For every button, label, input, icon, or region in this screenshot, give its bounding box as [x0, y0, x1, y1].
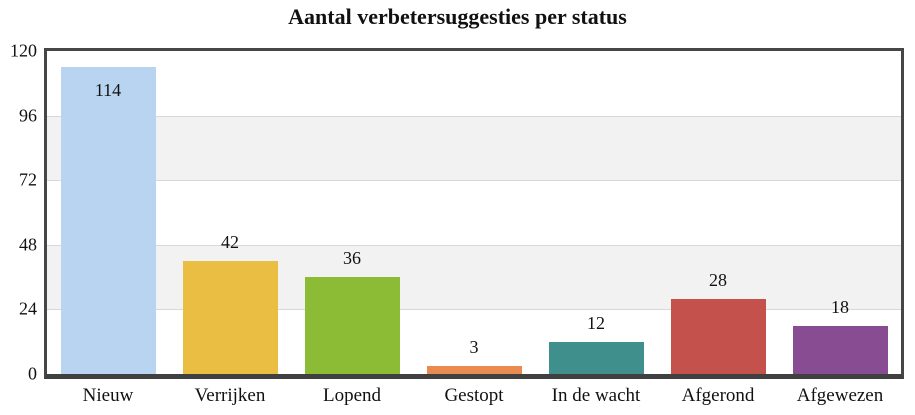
bar-lopend	[305, 277, 400, 374]
y-tick-label: 120	[10, 40, 37, 61]
x-tick-label-afgewezen: Afgewezen	[796, 385, 884, 406]
bar-value-label: 28	[709, 269, 727, 290]
bar-in-de-wacht	[549, 342, 644, 374]
y-tick-label: 72	[19, 169, 37, 190]
y-tick-label: 0	[28, 363, 37, 384]
bar-value-label: 18	[831, 296, 849, 317]
bar-nieuw	[61, 67, 156, 374]
bar-value-label: 42	[221, 231, 239, 252]
bar-value-label: 36	[343, 248, 361, 269]
y-tick-label: 24	[19, 298, 37, 319]
x-tick-label-gestopt: Gestopt	[444, 385, 504, 406]
gridline	[47, 115, 901, 117]
y-tick-label: 48	[19, 234, 37, 255]
grid-band	[47, 115, 901, 181]
y-axis: 0 24 48 72 96 120	[0, 41, 37, 384]
bar-verrijken	[183, 261, 278, 374]
x-tick-label-nieuw: Nieuw	[82, 385, 134, 406]
x-tick-label-lopend: Lopend	[322, 385, 382, 406]
grid-band	[47, 51, 901, 116]
x-tick-label-in-de-wacht: In de wacht	[551, 385, 641, 406]
gridline	[47, 244, 901, 246]
grid-band	[47, 180, 901, 245]
x-axis: Nieuw Verrijken Lopend Gestopt In de wacht Af…	[47, 383, 901, 411]
gridline	[47, 309, 901, 311]
grid-band	[47, 244, 901, 310]
x-tick-label-afgerond: Afgerond	[681, 385, 755, 406]
bar-afgerond	[671, 299, 766, 374]
bar-value-label: 3	[469, 336, 479, 357]
plot-area: 114 42 36 3 12 28 18	[44, 48, 904, 379]
y-tick-label: 96	[19, 105, 37, 126]
bar-value-label: 12	[587, 312, 605, 333]
bar-afgewezen	[793, 326, 888, 374]
bar-gestopt	[427, 366, 522, 374]
gridline	[47, 180, 901, 182]
chart-title: Aantal verbetersuggesties per status	[288, 4, 627, 29]
x-tick-label-verrijken: Verrijken	[194, 385, 266, 406]
bar-value-label: 114	[94, 80, 122, 101]
